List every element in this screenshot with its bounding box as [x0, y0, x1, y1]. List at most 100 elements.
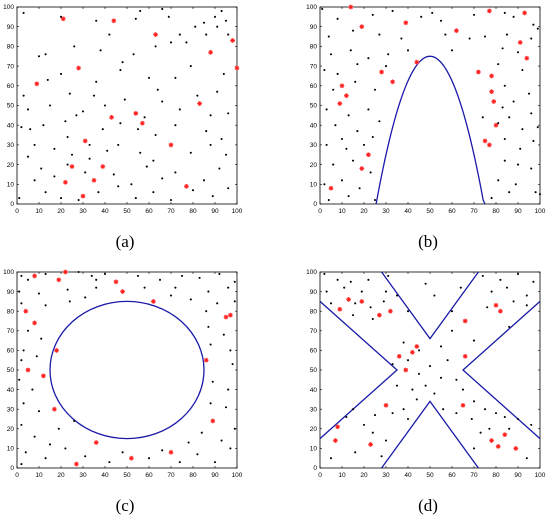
star-core: [464, 319, 467, 323]
data-point-star: [388, 308, 393, 314]
star-rays: [368, 442, 373, 447]
data-point-star: [462, 353, 468, 359]
data-point-dot: [532, 139, 535, 143]
data-point-star: [184, 183, 189, 189]
data-point-star: [403, 20, 409, 26]
panel-label-b: (b): [418, 232, 438, 251]
data-point-dot: [59, 197, 63, 200]
star-rays: [153, 32, 158, 37]
data-point-dot: [103, 272, 107, 276]
star-rays: [100, 164, 106, 169]
star-rays: [140, 120, 145, 126]
decision-boundary-parabola: [375, 55, 486, 205]
data-point-dot: [481, 116, 484, 119]
y-tick-label: 50: [7, 103, 15, 110]
data-point-dot: [406, 359, 410, 362]
data-point-dot: [119, 122, 122, 125]
data-point-star: [396, 353, 402, 359]
data-point-star: [60, 16, 66, 22]
data-point-star: [491, 99, 497, 104]
data-point-dot: [48, 443, 52, 446]
data-point-dot: [494, 412, 498, 415]
data-point-dot: [22, 402, 25, 405]
data-point-dot: [227, 187, 230, 190]
data-point-dot: [391, 9, 394, 12]
data-point-dot: [525, 294, 528, 297]
data-point-star: [359, 24, 365, 30]
data-point-dot: [24, 451, 27, 454]
y-tick-label: 0: [10, 201, 14, 208]
data-point-dot: [321, 7, 324, 11]
x-tick-label: 10: [35, 208, 43, 215]
data-point-dot: [227, 33, 230, 36]
data-point-dot: [415, 398, 418, 401]
data-point-dot: [530, 423, 533, 426]
data-point-dot: [472, 400, 476, 403]
star-core: [62, 17, 65, 20]
data-point-dot: [29, 128, 32, 131]
data-point-dot: [444, 33, 447, 36]
data-point-dot: [367, 57, 370, 60]
x-tick-label: 30: [382, 472, 390, 479]
data-point-dot: [222, 72, 225, 76]
data-point-dot: [503, 415, 506, 419]
data-point-dot: [332, 163, 335, 166]
y-tick-label: 50: [310, 367, 318, 374]
data-point-dot: [209, 114, 212, 117]
star-core: [84, 139, 87, 143]
data-point-dot: [512, 300, 515, 303]
data-point-dot: [31, 388, 34, 391]
star-rays: [234, 65, 240, 71]
data-point-dot: [356, 130, 359, 133]
data-point-dot: [169, 41, 173, 44]
y-tick-label: 90: [7, 24, 15, 31]
data-point-dot: [174, 124, 177, 127]
data-point-dot: [468, 37, 471, 40]
y-tick-label: 40: [7, 387, 15, 394]
star-core: [367, 153, 370, 156]
data-point-dot: [20, 126, 23, 129]
star-core: [211, 419, 214, 423]
data-point-dot: [209, 343, 212, 346]
data-point-dot: [20, 463, 23, 466]
star-core: [114, 280, 118, 283]
data-point-star: [208, 49, 214, 55]
x-tick-label: 80: [492, 208, 500, 215]
data-point-star: [63, 269, 68, 275]
star-rays: [482, 138, 488, 144]
data-point-dot: [222, 333, 225, 336]
data-point-dot: [211, 195, 214, 198]
data-point-star: [56, 277, 62, 283]
star-core: [75, 462, 78, 466]
data-point-dot: [154, 134, 157, 137]
data-point-star: [333, 438, 338, 443]
data-point-dot: [88, 157, 91, 160]
data-point-star: [153, 32, 159, 37]
data-point-dot: [336, 17, 339, 20]
data-point-star: [93, 440, 99, 445]
data-point-dot: [450, 310, 454, 313]
data-point-star: [129, 455, 134, 461]
data-point-star: [120, 289, 125, 294]
data-point-dot: [360, 290, 363, 293]
x-tick-label: 20: [360, 472, 368, 479]
data-point-dot: [198, 276, 201, 279]
panel-c: 0 10 20 30 40 50 60 70 80 90 100 0 10 20 30 40 50 60 70 80 9…: [3, 269, 243, 479]
star-rays: [32, 320, 37, 326]
star-core: [229, 314, 232, 317]
data-point-dot: [174, 76, 177, 79]
data-point-dot: [191, 189, 195, 192]
data-point-dot: [327, 199, 330, 202]
star-rays: [111, 18, 117, 24]
data-point-star: [390, 79, 395, 85]
data-point-star: [76, 65, 81, 71]
star-rays: [517, 40, 523, 45]
data-point-dot: [48, 104, 52, 107]
data-point-dot: [224, 406, 228, 409]
data-point-dot: [406, 49, 410, 52]
data-point-star: [32, 320, 37, 326]
data-point-dot: [329, 53, 333, 56]
data-point-dot: [57, 427, 60, 430]
data-point-star: [133, 110, 139, 116]
data-point-dot: [497, 179, 500, 182]
